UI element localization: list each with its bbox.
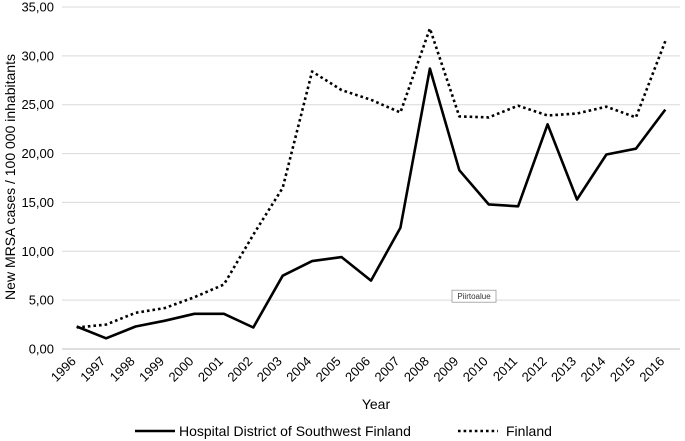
series-lines: [76, 27, 667, 340]
x-tick-label: 2001: [195, 354, 226, 385]
y-tick-label: 30,00: [21, 48, 54, 63]
x-tick-label: 2007: [371, 354, 402, 385]
y-tick-label: 10,00: [21, 244, 54, 259]
x-tick-label: 2012: [519, 354, 550, 385]
x-tick-label: 2008: [401, 354, 432, 385]
x-tick-label: 1999: [136, 354, 167, 385]
x-tick-label: 1996: [48, 354, 79, 385]
y-tick-label: 0,00: [29, 342, 54, 357]
x-tick-label: 1997: [77, 354, 108, 385]
x-tick-label: 2009: [430, 354, 461, 385]
x-tick-label: 2014: [577, 354, 608, 385]
y-tick-label: 20,00: [21, 146, 54, 161]
x-tick-label: 2000: [165, 354, 196, 385]
legend-label-finland: Finland: [506, 423, 552, 439]
x-tick-label: 2015: [607, 354, 638, 385]
x-tick-label: 2013: [548, 354, 579, 385]
x-tick-labels: 1996199719981999200020012002200320042005…: [48, 354, 668, 385]
series-line-finland: [76, 27, 667, 329]
y-tick-labels: 0,00 5,00 10,00 15,00 20,00 25,00 30,00 35,00: [21, 0, 54, 357]
tooltip-box: [451, 289, 497, 303]
x-tick-label: 2003: [254, 354, 285, 385]
tooltip: Piirtoalue: [451, 289, 497, 303]
y-tick-label: 35,00: [21, 0, 54, 15]
gridlines: [62, 6, 680, 301]
x-tick-label: 2010: [460, 354, 491, 385]
x-tick-label: 2011: [490, 354, 520, 384]
y-axis-title: New MRSA cases / 100 000 inhabitants: [2, 54, 18, 300]
y-tick-label: 25,00: [21, 97, 54, 112]
y-tick-label: 15,00: [21, 195, 54, 210]
legend-label-hospital-district: Hospital District of Southwest Finland: [179, 423, 411, 439]
legend: Hospital District of Southwest Finland F…: [135, 423, 552, 439]
x-tick-label: 2016: [636, 354, 667, 385]
x-tick-label: 2006: [342, 354, 373, 385]
y-tick-label: 5,00: [29, 293, 54, 308]
x-tick-label: 1998: [107, 354, 138, 385]
x-tick-label: 2004: [283, 354, 314, 385]
series-line-hospital-district: [76, 67, 667, 340]
x-axis-title: Year: [362, 396, 391, 412]
annotations: Piirtoalue: [451, 289, 497, 303]
tooltip-label: Piirtoalue: [457, 292, 491, 301]
x-tick-label: 2005: [313, 354, 344, 385]
x-tick-label: 2002: [224, 354, 255, 385]
